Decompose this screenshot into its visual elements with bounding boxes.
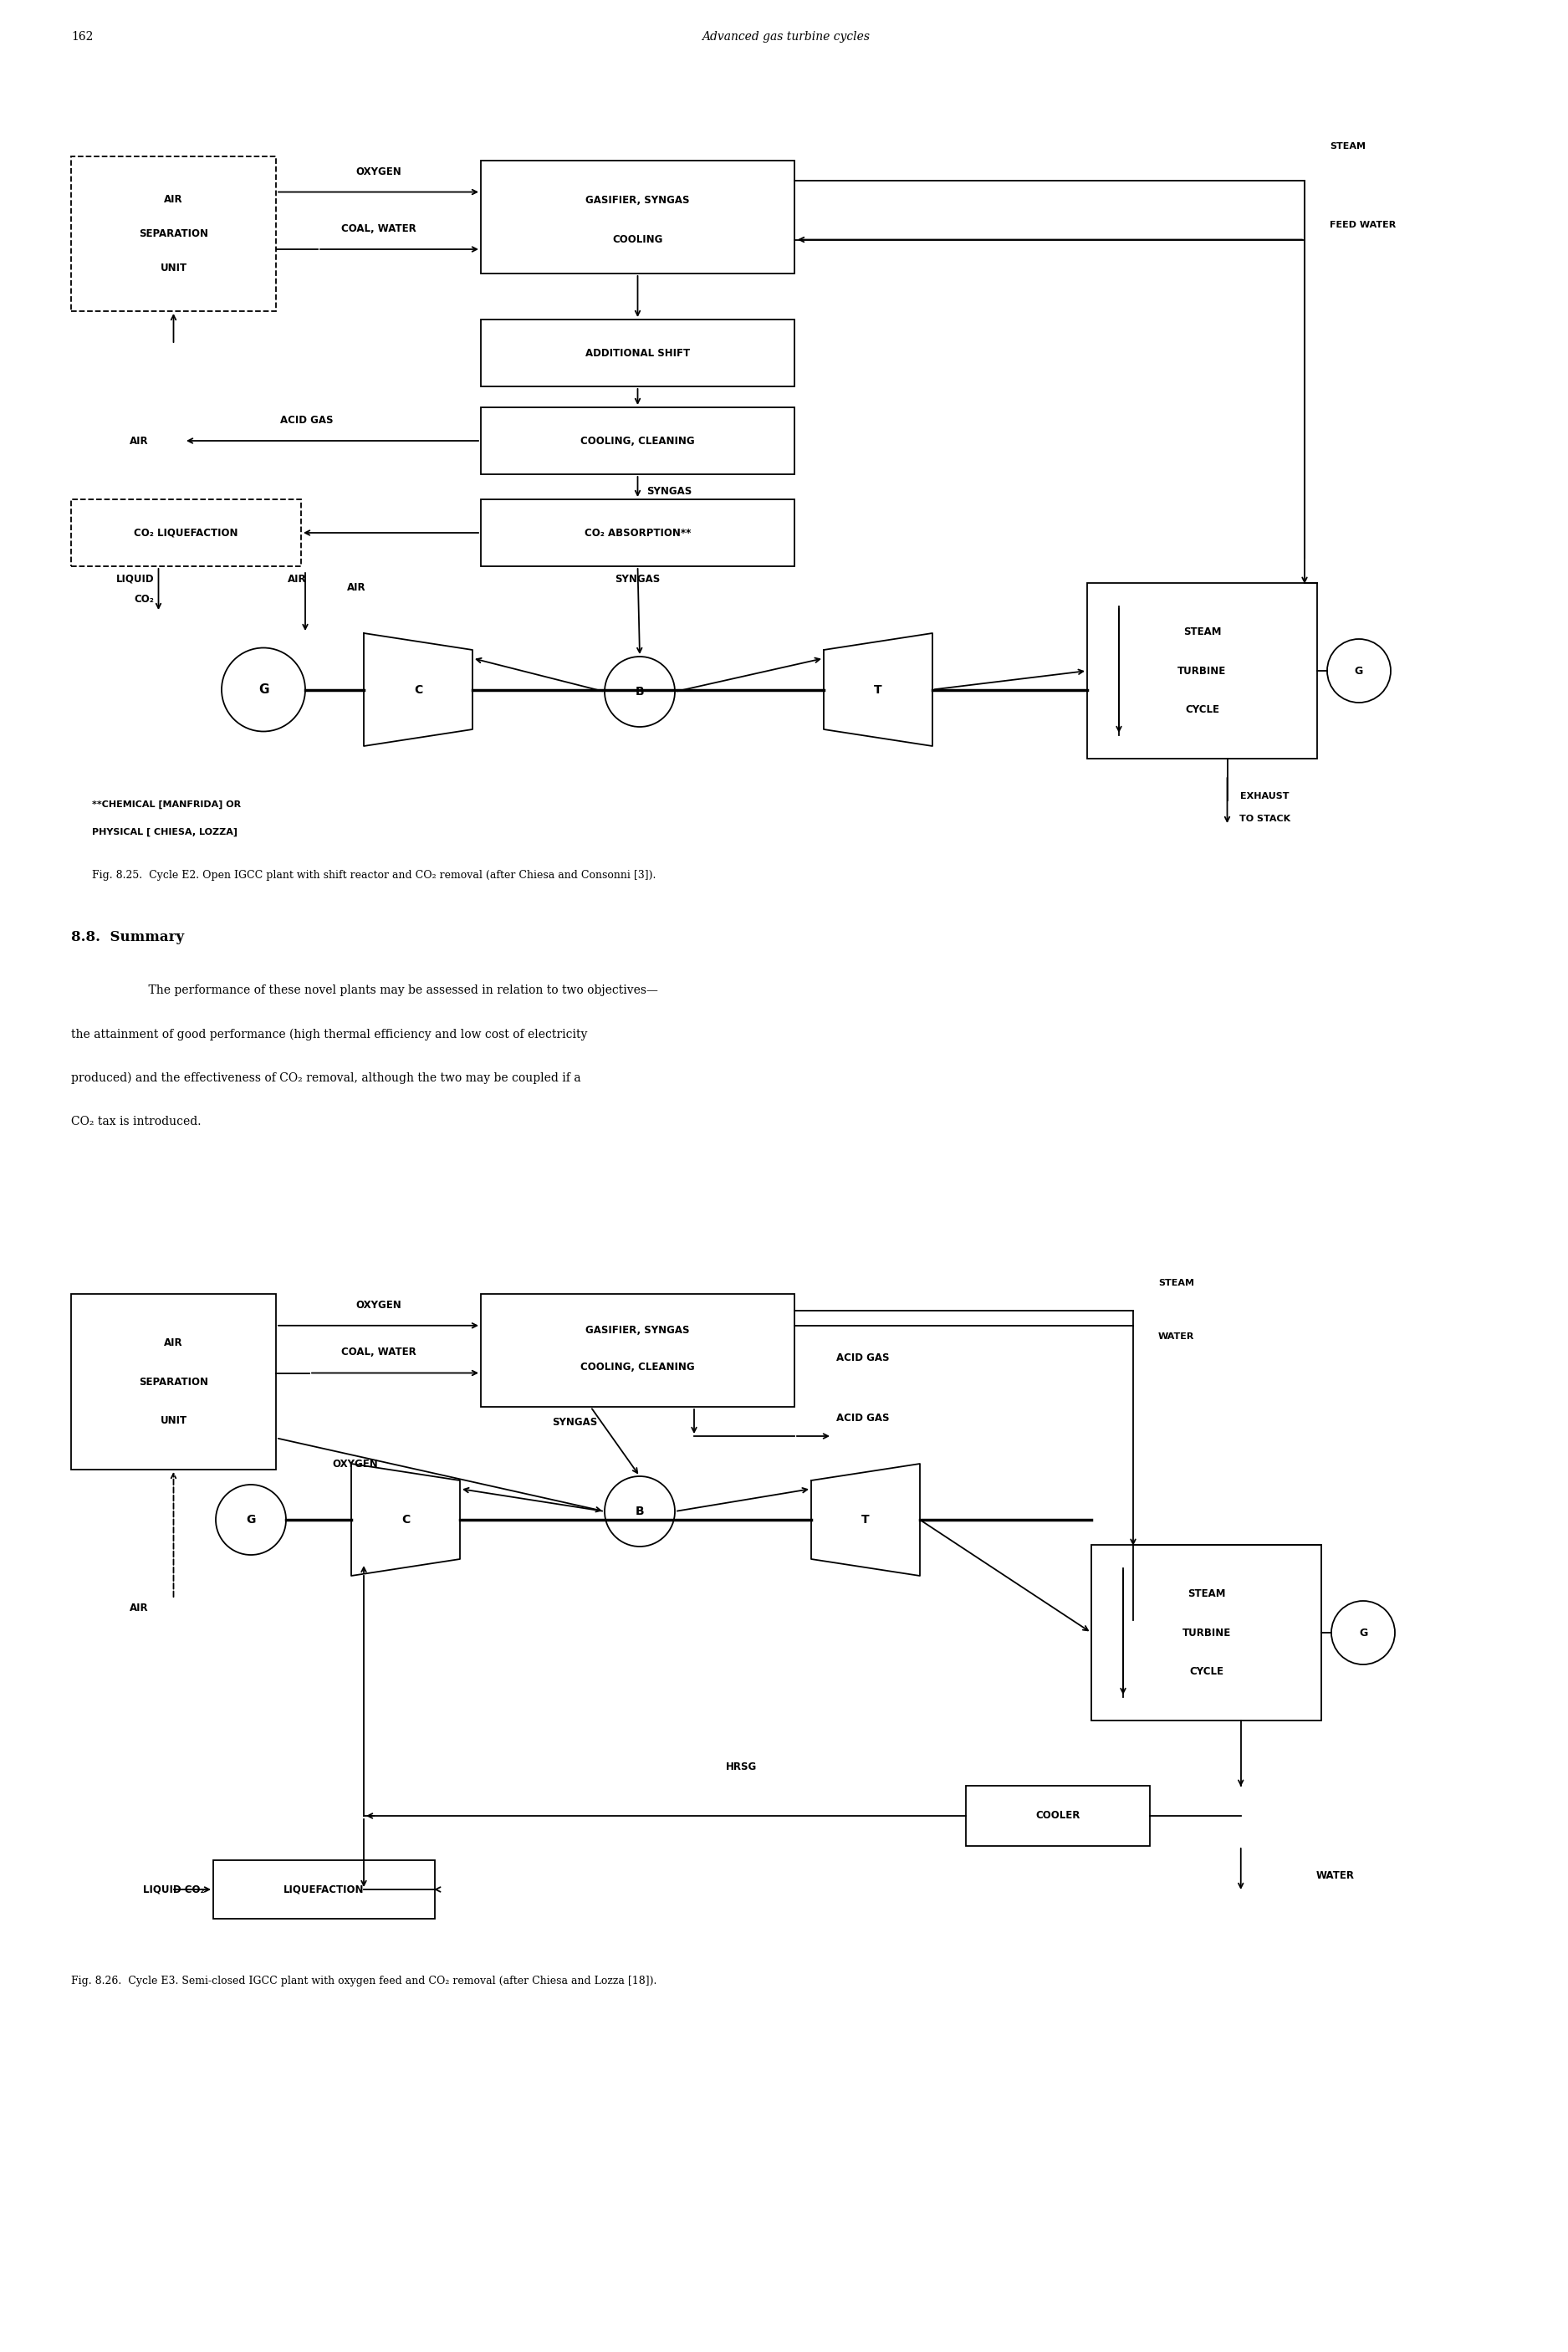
Text: AIR: AIR: [165, 1338, 183, 1348]
Text: COAL, WATER: COAL, WATER: [340, 1348, 416, 1357]
Circle shape: [221, 647, 306, 731]
Text: COOLING: COOLING: [613, 235, 663, 245]
Bar: [71, 158, 276, 310]
Text: produced) and the effectiveness of CO₂ removal, although the two may be coupled : produced) and the effectiveness of CO₂ r…: [71, 1073, 580, 1084]
Bar: [481, 1294, 795, 1406]
Bar: [481, 499, 795, 567]
Polygon shape: [823, 633, 933, 746]
Circle shape: [1327, 640, 1391, 703]
Bar: [966, 1785, 1149, 1846]
Text: COAL, WATER: COAL, WATER: [340, 223, 416, 235]
Bar: [71, 1294, 276, 1470]
Text: Advanced gas turbine cycles: Advanced gas turbine cycles: [702, 31, 870, 42]
Text: B: B: [635, 1505, 644, 1517]
Text: 8.8.  Summary: 8.8. Summary: [71, 929, 183, 943]
Text: HRSG: HRSG: [726, 1762, 757, 1771]
Text: the attainment of good performance (high thermal efficiency and low cost of elec: the attainment of good performance (high…: [71, 1028, 588, 1042]
Text: COOLING, CLEANING: COOLING, CLEANING: [580, 1362, 695, 1374]
Text: GASIFIER, SYNGAS: GASIFIER, SYNGAS: [585, 1324, 690, 1336]
Text: G: G: [259, 684, 268, 696]
Text: AIR: AIR: [347, 581, 365, 593]
Bar: [213, 1860, 434, 1919]
Text: SEPARATION: SEPARATION: [140, 228, 209, 240]
Text: OXYGEN: OXYGEN: [356, 167, 401, 176]
Text: TURBINE: TURBINE: [1178, 666, 1226, 677]
Text: UNIT: UNIT: [160, 263, 187, 273]
Text: FEED WATER: FEED WATER: [1330, 221, 1396, 230]
Text: The performance of these novel plants may be assessed in relation to two objecti: The performance of these novel plants ma…: [133, 985, 659, 997]
Bar: [1087, 583, 1317, 760]
Text: CYCLE: CYCLE: [1189, 1665, 1223, 1677]
Polygon shape: [351, 1463, 459, 1576]
Text: **CHEMICAL [MANFRIDA] OR: **CHEMICAL [MANFRIDA] OR: [93, 800, 241, 809]
Text: LIQUID CO₂: LIQUID CO₂: [143, 1884, 205, 1896]
Text: AIR: AIR: [130, 435, 149, 447]
Text: AIR: AIR: [165, 195, 183, 205]
Text: COOLER: COOLER: [1035, 1811, 1080, 1820]
Text: G: G: [1359, 1628, 1367, 1637]
Text: TURBINE: TURBINE: [1182, 1628, 1231, 1637]
Circle shape: [605, 1477, 674, 1548]
Text: GASIFIER, SYNGAS: GASIFIER, SYNGAS: [585, 195, 690, 205]
Text: B: B: [635, 687, 644, 699]
Text: OXYGEN: OXYGEN: [356, 1301, 401, 1310]
Text: T: T: [873, 684, 883, 696]
Text: CO₂ ABSORPTION**: CO₂ ABSORPTION**: [585, 527, 691, 539]
Text: AIR: AIR: [287, 574, 306, 583]
Text: SEPARATION: SEPARATION: [140, 1376, 209, 1388]
Circle shape: [1331, 1602, 1396, 1665]
Text: T: T: [861, 1515, 870, 1526]
Text: EXHAUST: EXHAUST: [1240, 793, 1289, 800]
Text: STEAM: STEAM: [1184, 626, 1221, 637]
Text: WATER: WATER: [1316, 1870, 1355, 1882]
Text: ACID GAS: ACID GAS: [836, 1352, 889, 1364]
Text: G: G: [246, 1515, 256, 1526]
Text: 162: 162: [71, 31, 93, 42]
Text: SYNGAS: SYNGAS: [646, 485, 691, 496]
Text: TO STACK: TO STACK: [1240, 814, 1290, 823]
Text: UNIT: UNIT: [160, 1416, 187, 1425]
Circle shape: [605, 656, 674, 727]
Text: ACID GAS: ACID GAS: [281, 414, 334, 426]
Text: Fig. 8.26.  Cycle E3. Semi-closed IGCC plant with oxygen feed and CO₂ removal (a: Fig. 8.26. Cycle E3. Semi-closed IGCC pl…: [71, 1976, 657, 1987]
Text: ADDITIONAL SHIFT: ADDITIONAL SHIFT: [585, 348, 690, 358]
Text: SYNGAS: SYNGAS: [552, 1416, 597, 1428]
Text: Fig. 8.25.  Cycle E2. Open IGCC plant with shift reactor and CO₂ removal (after : Fig. 8.25. Cycle E2. Open IGCC plant wit…: [93, 870, 655, 880]
Bar: [481, 160, 795, 273]
Text: AIR: AIR: [130, 1602, 149, 1613]
Text: COOLING, CLEANING: COOLING, CLEANING: [580, 435, 695, 447]
Text: C: C: [414, 684, 422, 696]
Text: G: G: [1355, 666, 1363, 677]
Text: C: C: [401, 1515, 409, 1526]
Text: LIQUID: LIQUID: [116, 574, 154, 583]
Text: STEAM: STEAM: [1159, 1279, 1195, 1287]
Text: OXYGEN: OXYGEN: [332, 1458, 378, 1470]
Bar: [481, 407, 795, 475]
Bar: [1091, 1545, 1322, 1722]
Text: SYNGAS: SYNGAS: [615, 574, 660, 583]
Polygon shape: [811, 1463, 920, 1576]
Bar: [481, 320, 795, 386]
Bar: [71, 499, 301, 567]
Circle shape: [216, 1484, 285, 1555]
Text: STEAM: STEAM: [1187, 1588, 1225, 1599]
Text: ACID GAS: ACID GAS: [836, 1414, 889, 1423]
Text: CO₂ LIQUEFACTION: CO₂ LIQUEFACTION: [133, 527, 238, 539]
Text: PHYSICAL [ CHIESA, LOZZA]: PHYSICAL [ CHIESA, LOZZA]: [93, 828, 237, 837]
Text: STEAM: STEAM: [1330, 141, 1366, 151]
Text: LIQUEFACTION: LIQUEFACTION: [284, 1884, 364, 1896]
Text: WATER: WATER: [1159, 1334, 1195, 1341]
Text: CYCLE: CYCLE: [1185, 703, 1220, 715]
Polygon shape: [364, 633, 472, 746]
Text: CO₂ tax is introduced.: CO₂ tax is introduced.: [71, 1115, 201, 1127]
Text: CO₂: CO₂: [135, 595, 154, 604]
